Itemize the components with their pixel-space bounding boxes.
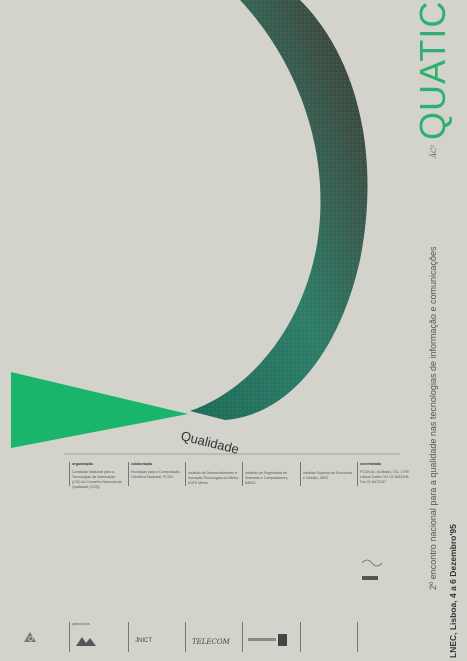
column-text: Comissão Nacional para a Tecnologias da … xyxy=(72,470,122,489)
info-column-iseg: Instituto Superior de Economia e Gestão,… xyxy=(303,471,355,481)
logo-divider xyxy=(300,622,301,652)
logo-divider xyxy=(128,622,129,652)
sponsor-label: patrocínios xyxy=(72,622,90,626)
column-divider xyxy=(69,462,70,486)
logo-divider xyxy=(242,622,243,652)
place-date: LNEC, Lisboa, 4 a 6 Dezembro'95 xyxy=(448,524,458,658)
column-divider xyxy=(242,462,243,486)
info-column-organizacao: organização Comissão Nacional para a Tec… xyxy=(72,462,124,490)
logo-divider xyxy=(357,622,358,652)
event-subtitle: 2º encontro nacional para a qualidade na… xyxy=(428,246,438,590)
column-divider xyxy=(128,462,129,486)
column-divider xyxy=(357,462,358,486)
logo-divider xyxy=(69,622,70,652)
svg-text:Q: Q xyxy=(28,636,34,643)
column-head: organização xyxy=(72,462,93,466)
column-text: Instituto de Desenvolvimento e Inovação … xyxy=(188,471,240,485)
column-text: Instituto de Engenharia de Sistemas e Co… xyxy=(245,471,289,485)
info-column-secretariado: secretariado FCCN Av. do Brasil, 101, 17… xyxy=(360,462,412,485)
info-column-inesc: Instituto de Engenharia de Sistemas e Co… xyxy=(245,471,297,486)
column-text: Fundação para a Computação Científica Na… xyxy=(131,470,180,479)
logo-divider xyxy=(185,622,186,652)
column-head: secretariado xyxy=(360,462,382,466)
green-wedge xyxy=(11,372,188,448)
event-title: QUATIC'95 xyxy=(412,0,453,140)
info-column-idite: Instituto de Desenvolvimento e Inovação … xyxy=(188,471,240,486)
sponsor-telecom: TELECOM xyxy=(192,638,230,646)
column-text: FCCN Av. do Brasil, 101, 1799 Lisboa Cod… xyxy=(360,470,409,484)
band-texture xyxy=(190,0,368,420)
sponsor-jnict: JNICT xyxy=(135,638,152,644)
column-divider xyxy=(185,462,186,486)
column-text: Instituto Superior de Economia e Gestão,… xyxy=(303,471,353,480)
sponsor-logo-1-icon xyxy=(76,637,96,646)
sponsor-logos-small xyxy=(361,559,383,580)
column-divider xyxy=(300,462,301,486)
organizer-logo-icon: Q xyxy=(24,632,36,643)
sponsor-logo-4-icon xyxy=(248,634,287,646)
info-column-colaboracao: colaboração Fundação para a Computação C… xyxy=(131,462,183,480)
column-head: colaboração xyxy=(131,462,153,466)
signature-mark: ĀC² xyxy=(430,144,438,158)
